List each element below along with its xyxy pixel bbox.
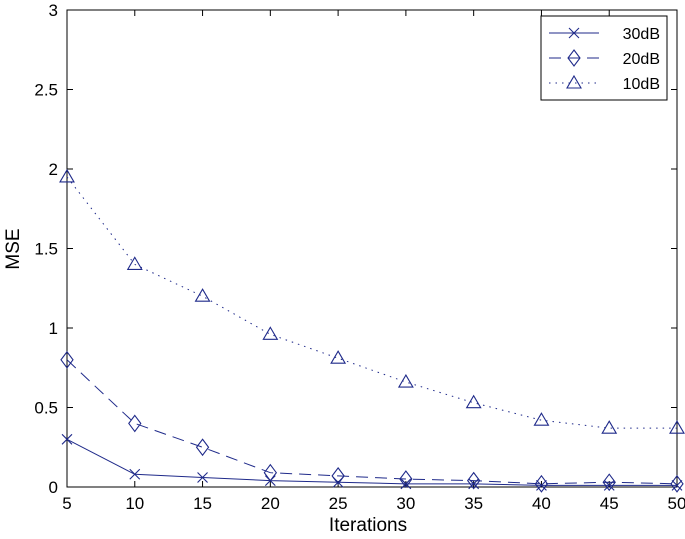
data-point-10dB bbox=[533, 412, 550, 426]
x-axis-label: Iterations bbox=[329, 515, 407, 536]
y-axis-label: MSE bbox=[3, 228, 24, 269]
data-point-20dB bbox=[263, 463, 278, 482]
legend-item-10dB: 10dB bbox=[549, 74, 660, 93]
data-point-30dB bbox=[61, 433, 73, 445]
x-axis-ticks: 5 10 15 20 25 30 35 40 45 50 bbox=[62, 10, 685, 513]
data-point-20dB bbox=[534, 474, 549, 493]
data-point-10dB bbox=[669, 420, 685, 434]
data-point-20dB bbox=[331, 466, 345, 485]
data-point-10dB bbox=[126, 256, 143, 270]
series-line-20dB bbox=[66, 359, 678, 485]
data-point-30dB-stroke bbox=[61, 433, 73, 445]
series-line-10dB bbox=[66, 176, 677, 429]
legend-label: 10dB bbox=[623, 76, 660, 93]
legend-box bbox=[540, 15, 668, 101]
legend-label: 30dB bbox=[623, 26, 660, 43]
data-point-20dB bbox=[399, 470, 413, 488]
x-tick-label: 30 bbox=[396, 494, 415, 513]
series-30dB bbox=[61, 433, 683, 491]
data-point-30dB bbox=[197, 472, 208, 483]
data-point-10dB bbox=[601, 420, 618, 434]
data-point-30dB bbox=[400, 478, 412, 490]
legend-marker bbox=[566, 74, 582, 89]
data-point-20dB bbox=[128, 414, 142, 433]
data-point-30dB bbox=[671, 480, 683, 491]
data-point-10dB bbox=[194, 288, 211, 302]
series-10dB bbox=[59, 168, 685, 434]
y-tick-label: 3 bbox=[49, 1, 58, 20]
data-point-10dB bbox=[262, 326, 279, 340]
legend-marker bbox=[567, 49, 581, 67]
legend-label: 20dB bbox=[623, 51, 660, 68]
data-point-20dB bbox=[195, 438, 210, 457]
data-point-30dB-stroke bbox=[197, 472, 208, 483]
legend-item-20dB: 20dB bbox=[549, 49, 660, 68]
data-point-30dB-stroke bbox=[536, 480, 547, 491]
series-layer bbox=[59, 168, 685, 493]
data-point-20dB bbox=[60, 350, 74, 369]
y-tick-label: 0.5 bbox=[34, 399, 58, 418]
x-tick-label: 10 bbox=[125, 494, 144, 513]
x-tick-label: 15 bbox=[193, 494, 212, 513]
x-tick-label: 40 bbox=[532, 494, 551, 513]
series-line-30dB bbox=[66, 438, 677, 486]
data-point-30dB-stroke bbox=[400, 478, 412, 490]
series-20dB bbox=[60, 350, 684, 493]
y-tick-label: 2.5 bbox=[34, 81, 58, 100]
x-tick-label: 45 bbox=[600, 494, 619, 513]
data-point-10dB bbox=[59, 168, 75, 183]
x-tick-label: 50 bbox=[668, 494, 685, 513]
data-point-20dB bbox=[670, 474, 684, 493]
data-point-10dB bbox=[397, 373, 414, 388]
legend: 30dB 20dB 10dB bbox=[540, 15, 668, 101]
x-tick-label: 5 bbox=[62, 494, 71, 513]
x-tick-label: 25 bbox=[329, 494, 348, 513]
x-tick-label: 20 bbox=[261, 494, 280, 513]
y-tick-label: 0 bbox=[49, 478, 58, 497]
data-point-10dB bbox=[465, 394, 482, 409]
data-point-10dB bbox=[330, 350, 347, 364]
y-axis-ticks: 0 0.5 1 1.5 2 2.5 3 bbox=[34, 1, 677, 497]
data-point-30dB bbox=[129, 468, 141, 480]
data-point-20dB bbox=[602, 473, 616, 492]
data-point-30dB-stroke bbox=[129, 468, 141, 480]
data-point-20dB bbox=[466, 471, 481, 490]
data-point-30dB bbox=[536, 480, 547, 491]
y-tick-label: 1.5 bbox=[34, 240, 58, 259]
legend-marker-stroke bbox=[568, 27, 580, 39]
data-point-30dB-stroke bbox=[671, 480, 683, 491]
x-tick-label: 35 bbox=[464, 494, 483, 513]
legend-item-30dB: 30dB bbox=[549, 26, 660, 43]
y-tick-label: 2 bbox=[49, 160, 58, 179]
legend-marker bbox=[568, 27, 580, 39]
y-tick-label: 1 bbox=[49, 319, 58, 338]
